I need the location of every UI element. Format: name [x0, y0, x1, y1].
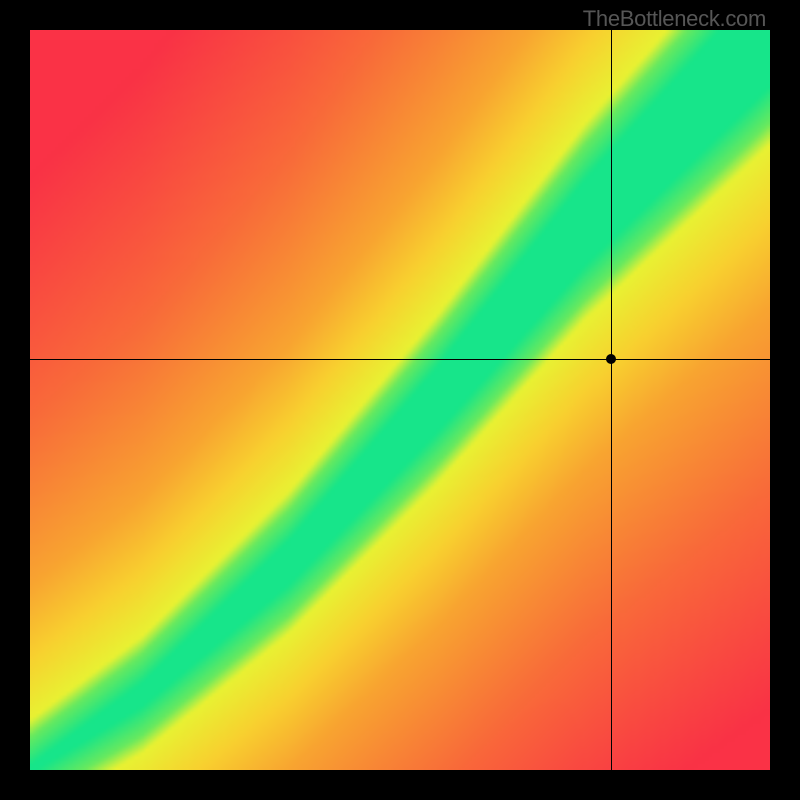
bottleneck-heatmap [30, 30, 770, 770]
crosshair-horizontal [30, 359, 770, 360]
crosshair-vertical [611, 30, 612, 770]
watermark-text: TheBottleneck.com [583, 6, 766, 32]
chart-container: TheBottleneck.com [0, 0, 800, 800]
plot-area [30, 30, 770, 770]
crosshair-marker [606, 354, 616, 364]
